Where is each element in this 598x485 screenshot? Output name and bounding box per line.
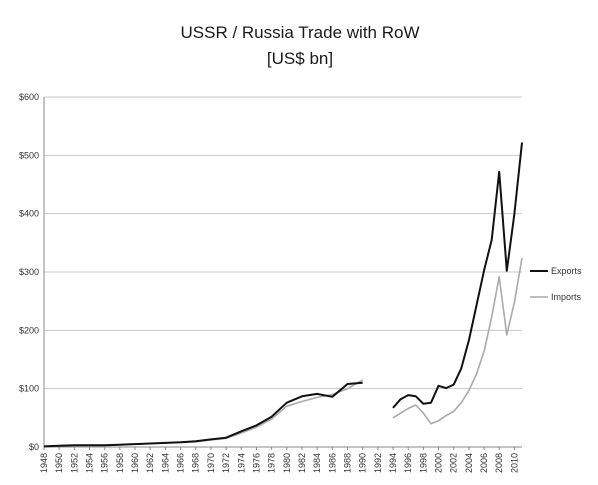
x-tick-label: 1960 [130, 453, 140, 473]
y-tick-label: $600 [19, 92, 39, 102]
axes [43, 97, 522, 450]
x-tick-label: 1950 [54, 453, 64, 473]
x-tick-label: 1986 [327, 453, 337, 473]
y-tick-label: $300 [19, 267, 39, 277]
x-tick-label: 2002 [449, 453, 459, 473]
x-tick-label: 1970 [206, 453, 216, 473]
x-tick-labels: 1948 1950 1952 1954 1956 1958 1960 1962 1964 1966… [39, 453, 519, 473]
x-tick-label: 2004 [464, 453, 474, 473]
y-tick-label: $100 [19, 384, 39, 394]
imports-line-segment-2 [392, 257, 523, 425]
x-tick-label: 1992 [373, 453, 383, 473]
x-tick-label: 1994 [388, 453, 398, 473]
series-lines [43, 142, 523, 448]
x-tick-label: 1956 [100, 453, 110, 473]
x-tick-label: 1948 [39, 453, 49, 473]
gridlines [44, 96, 522, 390]
x-tick-label: 1984 [312, 453, 322, 473]
y-tick-label: $200 [19, 325, 39, 335]
x-tick-label: 1968 [191, 453, 201, 473]
legend-label-exports: Exports [551, 266, 582, 276]
exports-line-segment-1 [43, 381, 363, 448]
x-tick-label: 2008 [494, 453, 504, 473]
x-tick-label: 1966 [176, 453, 186, 473]
x-tick-label: 1972 [221, 453, 231, 473]
x-tick-label: 1974 [236, 453, 246, 473]
imports-line-segment-1 [43, 379, 364, 448]
x-tick-label: 1996 [403, 453, 413, 473]
x-tick-label: 1978 [267, 453, 277, 473]
legend-label-imports: Imports [551, 292, 582, 302]
x-tick-label: 2010 [509, 453, 519, 473]
x-tick-label: 2006 [479, 453, 489, 473]
chart-title: USSR / Russia Trade with RoW [180, 23, 419, 42]
x-tick-label: 1976 [251, 453, 261, 473]
x-tick-label: 1952 [69, 453, 79, 473]
x-tick-label: 1982 [297, 453, 307, 473]
x-tick-label: 2000 [434, 453, 444, 473]
y-tick-label: $0 [29, 442, 39, 452]
x-tick-label: 1962 [145, 453, 155, 473]
y-tick-label: $500 [19, 150, 39, 160]
x-tick-label: 1980 [282, 453, 292, 473]
x-tick-label: 1998 [418, 453, 428, 473]
x-tick-label: 1988 [342, 453, 352, 473]
chart-subtitle: [US$ bn] [267, 49, 333, 68]
x-tick-label: 1990 [358, 453, 368, 473]
legend: Exports Imports [530, 266, 582, 302]
x-tick-label: 1958 [115, 453, 125, 473]
exports-line-segment-2 [392, 142, 523, 409]
x-tick-label: 1954 [85, 453, 95, 473]
y-tick-label: $400 [19, 209, 39, 219]
x-tick-label: 1964 [160, 453, 170, 473]
y-tick-labels: $0 $100 $200 $300 $400 $500 $600 [19, 92, 39, 452]
